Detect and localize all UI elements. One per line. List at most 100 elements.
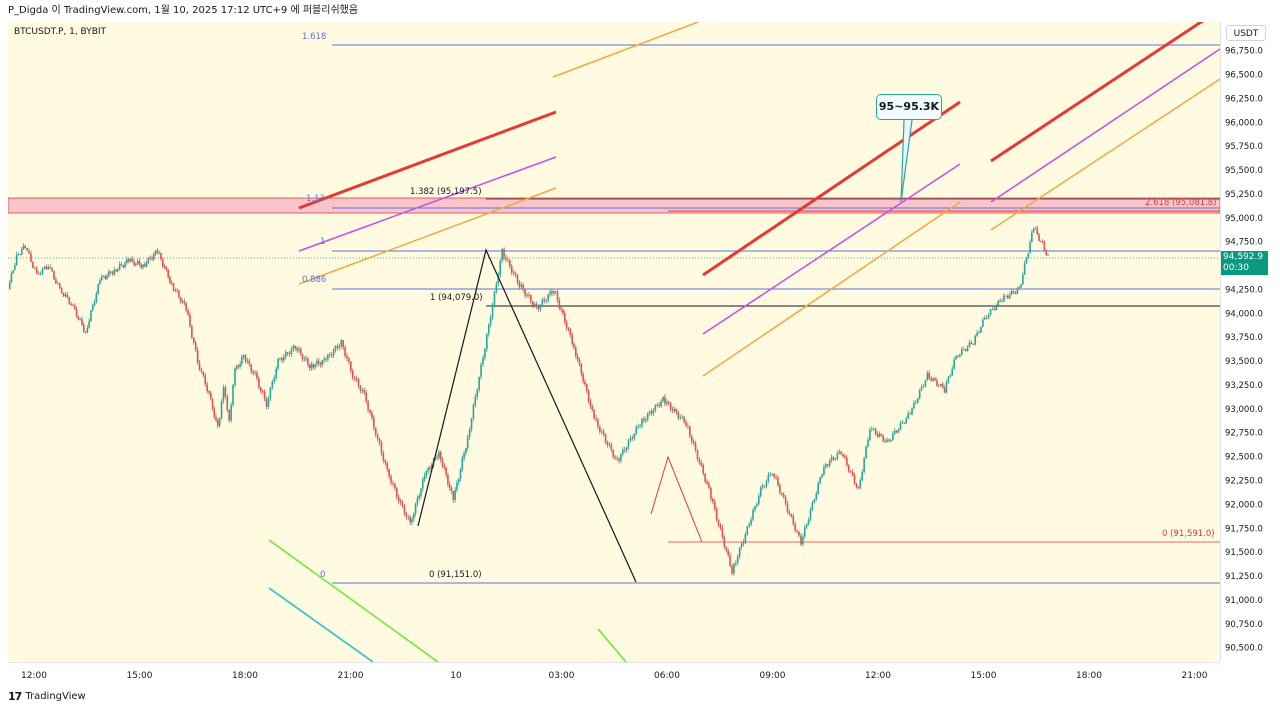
- candle-body: [869, 429, 871, 440]
- candle-body: [913, 402, 915, 409]
- resistance-zone[interactable]: [8, 197, 1220, 214]
- candle-body: [284, 352, 287, 358]
- candle-body: [35, 268, 38, 274]
- candle-body: [51, 268, 53, 272]
- candle-body: [147, 257, 150, 263]
- candle-body: [463, 452, 465, 459]
- candle-body: [978, 332, 980, 334]
- candle-body: [830, 457, 833, 461]
- candle-body: [429, 467, 431, 469]
- candle-body: [194, 342, 197, 350]
- candle-body: [1038, 234, 1040, 242]
- candle-body: [800, 535, 802, 545]
- symbol-label[interactable]: BTCUSDT.P, 1, BYBIT: [14, 27, 107, 37]
- candle-body: [338, 346, 341, 348]
- candle-body: [539, 304, 542, 310]
- green-diagonal-left[interactable]: [268, 539, 439, 662]
- price-chart[interactable]: 1.618 1.13 1 0.886 0 1.382 (95,197.5) 2.…: [8, 22, 1220, 662]
- channel-purple-left[interactable]: [298, 156, 557, 252]
- candle-body: [340, 340, 343, 347]
- candle-body: [242, 355, 245, 357]
- candle-body: [1010, 291, 1013, 295]
- candle-body: [109, 271, 112, 273]
- candle-body: [20, 249, 23, 255]
- candle-body: [533, 304, 536, 306]
- tradingview-brand[interactable]: 17 TradingView: [8, 690, 86, 703]
- candle-body: [163, 266, 166, 268]
- candle-body: [1036, 228, 1039, 235]
- channel-orange-right[interactable]: [990, 78, 1220, 231]
- channel-orange-left[interactable]: [298, 187, 557, 285]
- last-price-badge: 94,592.9 00:30: [1221, 251, 1268, 275]
- candle-body: [1016, 289, 1019, 295]
- candle-body: [394, 483, 396, 489]
- candle-body: [671, 409, 674, 411]
- author-line: P_Digda 이 TradingView.com, 1월 10, 2025 1…: [8, 5, 359, 16]
- time-tick-label: 06:00: [654, 671, 680, 681]
- candle-body: [520, 284, 523, 287]
- candle-body: [1040, 241, 1042, 242]
- green-diagonal-right[interactable]: [597, 628, 627, 662]
- price-tick-label: 96,000.0: [1225, 118, 1263, 128]
- candle-body: [413, 513, 415, 519]
- candle-body: [330, 354, 333, 356]
- candle-body: [907, 413, 909, 419]
- red-triangle[interactable]: [650, 455, 703, 543]
- candle-body: [79, 319, 81, 321]
- candle-body: [396, 488, 398, 497]
- price-tick-label: 95,500.0: [1225, 166, 1263, 176]
- channel-red-mid[interactable]: [702, 100, 961, 277]
- price-tick-label: 91,750.0: [1225, 524, 1263, 534]
- channel-red-right[interactable]: [990, 22, 1204, 163]
- candle-body: [957, 355, 959, 357]
- candle-body: [126, 259, 128, 264]
- candle-body: [951, 368, 954, 376]
- candle-body: [277, 358, 279, 369]
- price-scale[interactable]: 96,750.0 96,500.0 96,250.0 96,000.0 95,750.0…: [1220, 22, 1271, 662]
- channel-purple-mid[interactable]: [702, 163, 961, 335]
- teal-diagonal[interactable]: [268, 587, 374, 662]
- candle-body: [411, 518, 413, 523]
- channel-orange-top[interactable]: [552, 22, 699, 78]
- candle-body: [664, 396, 666, 404]
- candle-body: [895, 430, 898, 433]
- price-target-callout[interactable]: 95~95.3K: [876, 94, 942, 120]
- candlestick-series[interactable]: [8, 225, 1049, 576]
- candle-body: [505, 257, 507, 260]
- candle-body: [484, 349, 486, 358]
- candle-body: [12, 270, 14, 274]
- candle-body: [537, 306, 540, 310]
- candle-body: [70, 303, 73, 305]
- candle-body: [135, 263, 137, 266]
- candle-body: [622, 449, 624, 454]
- candle-body: [288, 353, 291, 355]
- candle-body: [122, 265, 125, 268]
- zigzag-pattern[interactable]: [417, 248, 637, 583]
- candle-body: [959, 354, 961, 357]
- chart-pane[interactable]: 1.618 1.13 1 0.886 0 1.382 (95,197.5) 2.…: [8, 22, 1220, 662]
- candle-body: [489, 317, 492, 325]
- candle-body: [729, 555, 731, 566]
- price-tick-label: 94,000.0: [1225, 309, 1263, 319]
- time-scale[interactable]: 12:00 15:00 18:00 21:00 10 03:00 06:00 09:00 12:…: [8, 662, 1220, 685]
- channel-red-left[interactable]: [298, 110, 557, 210]
- currency-selector[interactable]: USDT: [1226, 25, 1266, 41]
- candle-body: [964, 348, 967, 351]
- candle-body: [299, 348, 302, 354]
- time-tick-label: 10: [450, 671, 462, 681]
- candle-body: [574, 347, 577, 356]
- candle-body: [256, 372, 258, 379]
- channel-purple-right[interactable]: [990, 48, 1220, 203]
- price-scale-ticks: 96,750.0 96,500.0 96,250.0 96,000.0 95,750.0…: [1225, 47, 1263, 654]
- candle-body: [936, 380, 938, 386]
- candle-body: [556, 291, 559, 301]
- candle-body: [169, 277, 171, 283]
- channel-orange-mid[interactable]: [702, 201, 961, 377]
- candle-body: [220, 401, 223, 418]
- time-tick-label: 18:00: [1076, 671, 1102, 681]
- candle-body: [342, 340, 344, 348]
- candle-body: [81, 319, 83, 325]
- candle-body: [786, 503, 789, 512]
- candle-body: [698, 459, 701, 463]
- candle-body: [983, 318, 986, 320]
